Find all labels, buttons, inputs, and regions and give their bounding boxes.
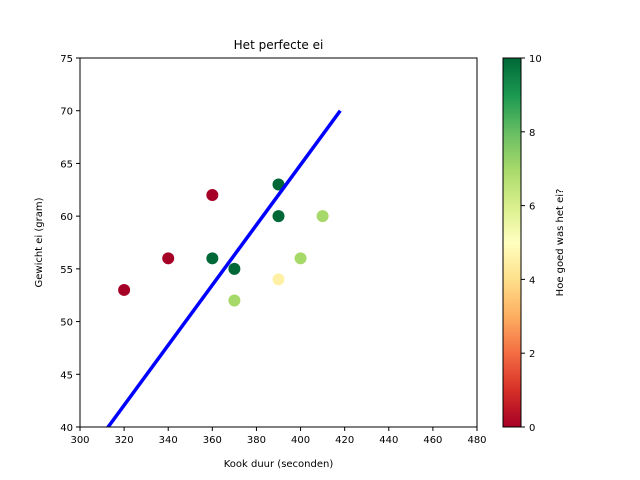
plot-frame: [79, 57, 478, 428]
colorbar-label: Hoe goed was het ei?: [555, 189, 566, 297]
colorbar-tick-label: 2: [529, 349, 535, 360]
x-tick-label: 480: [467, 435, 486, 446]
colorbar-tick-label: 8: [529, 128, 535, 139]
trend-line: [105, 109, 342, 427]
x-tick-label: 400: [291, 435, 310, 446]
y-tick-label: 55: [60, 265, 73, 276]
y-tick-label: 45: [60, 370, 73, 381]
x-tick-label: 380: [247, 435, 266, 446]
data-point: [316, 210, 329, 223]
x-tick-label: 420: [335, 435, 354, 446]
data-point: [118, 283, 131, 296]
y-tick-label: 70: [60, 107, 73, 118]
x-tick-label: 460: [423, 435, 442, 446]
x-tick-label: 440: [379, 435, 398, 446]
x-tick-label: 320: [115, 435, 134, 446]
data-point: [228, 294, 241, 307]
colorbar-tick-label: 6: [529, 202, 535, 213]
x-axis: 300 320 340 360 380 400 420 440 460 480: [70, 427, 487, 446]
x-axis-label: Kook duur (seconden): [224, 459, 334, 470]
data-point: [294, 252, 307, 265]
colorbar-tick-label: 0: [529, 423, 535, 434]
x-tick-label: 300: [70, 435, 89, 446]
data-point: [162, 252, 175, 265]
x-tick-label: 360: [203, 435, 222, 446]
y-tick-label: 40: [60, 423, 73, 434]
data-point: [272, 178, 285, 191]
y-tick-label: 75: [60, 54, 73, 65]
colorbar: 0 2 4 6 8 10 Hoe goed was het ei?: [502, 54, 566, 434]
data-point: [272, 273, 285, 286]
plot-area: [79, 57, 478, 428]
data-point: [228, 262, 241, 275]
x-tick-label: 340: [159, 435, 178, 446]
data-point: [206, 252, 219, 265]
colorbar-tick-label: 4: [529, 275, 535, 286]
y-axis-label: Gewicht ei (gram): [34, 197, 45, 287]
y-axis: 40 45 50 55 60 65 70 75: [60, 54, 80, 434]
chart-title: Het perfecte ei: [234, 38, 324, 52]
y-tick-label: 60: [60, 212, 73, 223]
data-point: [206, 189, 219, 202]
colorbar-tick-label: 10: [529, 54, 542, 65]
y-tick-label: 65: [60, 159, 73, 170]
y-tick-label: 50: [60, 318, 73, 329]
data-point: [272, 210, 285, 223]
colorbar-gradient: [502, 57, 522, 428]
